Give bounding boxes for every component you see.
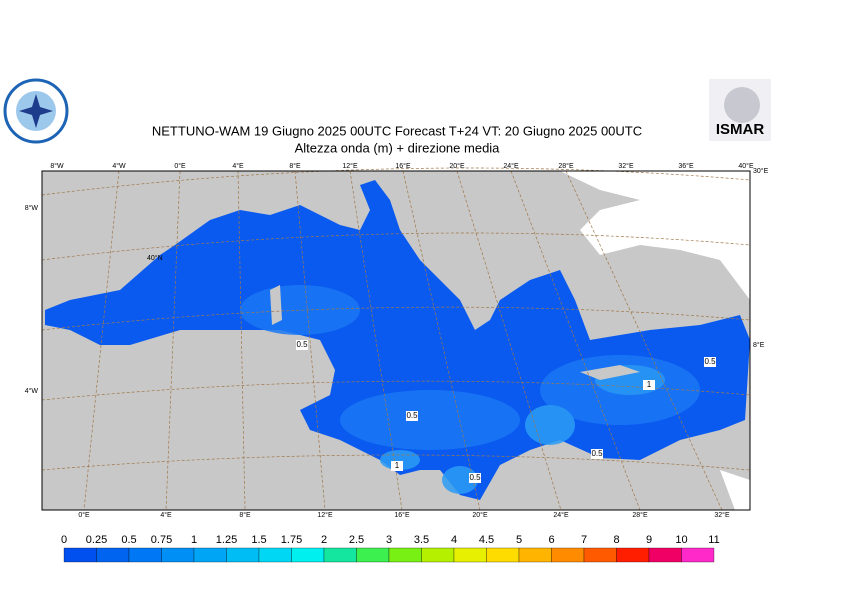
lon-label-bottom: 20°E — [472, 511, 488, 519]
colorbar-label: 4.5 — [479, 534, 494, 546]
contour-label: 0.5 — [406, 411, 418, 420]
lon-label-bottom: 16°E — [394, 511, 410, 519]
colorbar-box — [648, 547, 682, 563]
colorbar-label: 1.25 — [216, 534, 237, 546]
lon-label-top: 20°E — [449, 162, 465, 170]
colorbar-box — [583, 547, 617, 563]
no-data-area — [720, 470, 750, 510]
colorbar-box — [96, 547, 130, 563]
graticule — [41, 167, 751, 511]
map-frame — [41, 170, 751, 511]
contour-label-bg — [643, 380, 655, 390]
colorbar-label: 11 — [708, 534, 719, 546]
contour-label-bg — [406, 411, 418, 421]
colorbar-label: 4 — [451, 534, 457, 546]
lon-label-top: 12°E — [342, 162, 358, 170]
lon-label-top: 16°E — [395, 162, 411, 170]
colorbar-label: 3.5 — [414, 534, 429, 546]
contour-label: 0.5 — [296, 340, 308, 349]
colorbar-box — [551, 547, 585, 563]
colorbar-label: 8 — [613, 534, 619, 546]
colorbar-box — [681, 547, 715, 563]
contour-label-bg — [591, 449, 603, 459]
colorbar-box — [226, 547, 260, 563]
contour-label: 0.5 — [704, 357, 716, 366]
contour-label: 1 — [647, 380, 652, 389]
lon-label-top: 28°E — [558, 162, 574, 170]
colorbar-box — [518, 547, 552, 563]
colorbar-box — [258, 547, 292, 563]
contour-label-bg — [704, 357, 716, 367]
title: NETTUNO-WAM 19 Giugno 2025 00UTC Forecas… — [152, 123, 642, 138]
lat-label-right: 8°E — [753, 341, 765, 349]
colorbar-label: 10 — [675, 534, 687, 546]
colorbar-label: 0.5 — [121, 534, 136, 546]
contour-label: 1 — [395, 461, 400, 470]
colorbar-box — [486, 547, 520, 563]
lon-label-top: 0°E — [174, 162, 186, 170]
lon-label-bottom: 32°E — [714, 511, 730, 519]
contour-label-bg — [469, 473, 481, 483]
lon-label-top: 40°E — [738, 162, 754, 170]
logo-text: ISMAR — [716, 121, 765, 138]
lon-label-top: 36°E — [678, 162, 694, 170]
lon-label-bottom: 0°E — [78, 511, 90, 519]
colorbar-label: 2.5 — [349, 534, 364, 546]
lat-label-inner: 40°N — [147, 254, 163, 262]
colorbar-box — [161, 547, 195, 563]
colorbar-label: 5 — [516, 534, 522, 546]
lon-label-top: 8°W — [50, 162, 64, 170]
lat-label-left: 8°W — [25, 204, 39, 212]
colorbar-label: 2 — [321, 534, 327, 546]
lon-label-bottom: 8°E — [239, 511, 251, 519]
contour-label: 0.5 — [591, 449, 603, 458]
colorbar-box — [616, 547, 650, 563]
colorbar-label: 0.75 — [151, 534, 172, 546]
colorbar-box — [323, 547, 357, 563]
lon-label-top: 24°E — [503, 162, 519, 170]
colorbar-label: 7 — [581, 534, 587, 546]
map — [41, 167, 751, 511]
colorbar-box — [421, 547, 455, 563]
lat-label-left: 4°W — [25, 387, 39, 395]
colorbar-label: 1.75 — [281, 534, 302, 546]
colorbar-label: 6 — [548, 534, 554, 546]
lon-label-bottom: 12°E — [317, 511, 333, 519]
colorbar-box — [291, 547, 325, 563]
logo-left — [3, 78, 69, 144]
colorbar-label: 0.25 — [86, 534, 107, 546]
island — [270, 285, 282, 325]
colorbar-box — [388, 547, 422, 563]
contour-label-bg — [296, 340, 308, 350]
colorbar-label: 3 — [386, 534, 392, 546]
colorbar-box — [128, 547, 162, 563]
lon-label-top: 32°E — [618, 162, 634, 170]
lat-label-right: 30°E — [753, 167, 769, 175]
contour-label: 0.5 — [469, 473, 481, 482]
contour-label-bg — [391, 461, 403, 471]
colorbar-label: 1 — [191, 534, 197, 546]
no-data-area — [560, 171, 750, 300]
logo-right: ISMAR — [709, 79, 771, 141]
colorbar-box — [63, 547, 97, 563]
lon-label-top: 4°E — [232, 162, 244, 170]
island — [580, 365, 640, 380]
lon-label-bottom: 28°E — [632, 511, 648, 519]
colorbar-box — [356, 547, 390, 563]
lon-label-top: 8°E — [289, 162, 301, 170]
colorbar-label: 1.5 — [251, 534, 266, 546]
lon-label-top: 4°W — [112, 162, 126, 170]
subtitle: Altezza onda (m) + direzione media — [295, 140, 501, 155]
colorbar-label: 9 — [646, 534, 652, 546]
lon-label-bottom: 4°E — [160, 511, 172, 519]
lon-label-bottom: 24°E — [553, 511, 569, 519]
colorbar-box — [453, 547, 487, 563]
colorbar-label: 0 — [61, 534, 67, 546]
colorbar-box — [193, 547, 227, 563]
